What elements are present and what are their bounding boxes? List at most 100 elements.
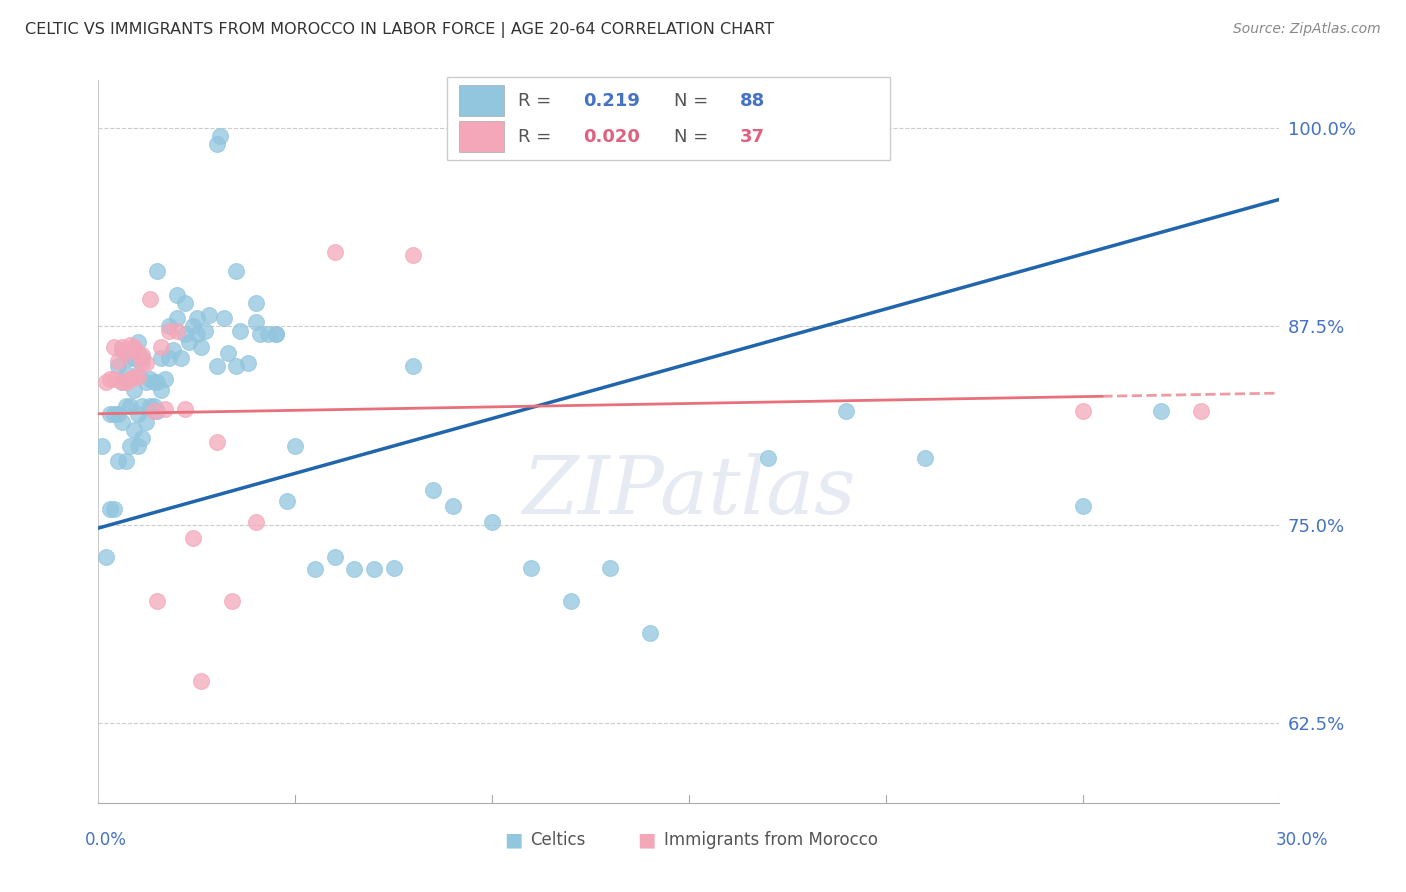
Point [111, 375, 134, 389]
Point [103, 340, 125, 354]
Point [249, 327, 271, 342]
Point [177, 335, 200, 350]
Point [323, 549, 346, 564]
Point [131, 356, 153, 370]
Point [481, 515, 503, 529]
Point [138, 372, 160, 386]
Point [138, 399, 160, 413]
Point [174, 295, 197, 310]
Point [146, 375, 169, 389]
Point [225, 264, 247, 278]
Point [111, 415, 134, 429]
Point [96, 375, 118, 389]
Point [103, 372, 125, 386]
Point [131, 399, 153, 413]
Bar [458, 121, 503, 152]
Text: 0.020: 0.020 [582, 128, 640, 145]
Point [1071, 499, 1094, 513]
Text: N =: N = [673, 128, 714, 145]
Point [343, 562, 366, 576]
Point [122, 351, 145, 366]
Point [146, 403, 169, 417]
Point [138, 293, 160, 307]
Point [835, 403, 858, 417]
Text: 0.0%: 0.0% [84, 831, 127, 849]
Point [264, 327, 287, 342]
Text: Celtics: Celtics [530, 831, 585, 849]
Point [190, 673, 212, 688]
Point [103, 502, 125, 516]
Text: N =: N = [673, 92, 714, 110]
FancyBboxPatch shape [447, 77, 890, 160]
Point [111, 343, 134, 358]
Point [127, 367, 149, 381]
Point [131, 348, 153, 362]
Text: ZIPatlas: ZIPatlas [522, 453, 856, 531]
Point [150, 383, 173, 397]
Point [217, 346, 239, 360]
Text: 0.219: 0.219 [582, 92, 640, 110]
Point [225, 359, 247, 373]
Point [96, 549, 118, 564]
Text: 30.0%: 30.0% [1275, 831, 1329, 849]
Point [115, 399, 138, 413]
Point [98, 407, 121, 421]
Point [127, 370, 149, 384]
Point [150, 351, 173, 366]
Text: Immigrants from Morocco: Immigrants from Morocco [664, 831, 877, 849]
Point [115, 346, 138, 360]
Point [205, 435, 228, 450]
Point [131, 351, 153, 366]
Point [111, 340, 134, 354]
Point [170, 351, 193, 366]
Point [127, 335, 149, 350]
Point [146, 264, 169, 278]
Text: ■: ■ [503, 830, 523, 850]
Point [98, 502, 121, 516]
Point [107, 407, 129, 421]
Point [118, 351, 141, 366]
Point [276, 494, 298, 508]
Point [190, 340, 212, 354]
Point [118, 338, 141, 352]
Point [142, 399, 165, 413]
Point [205, 359, 228, 373]
Point [194, 324, 217, 338]
Point [127, 438, 149, 452]
Text: ■: ■ [637, 830, 657, 850]
Text: R =: R = [517, 92, 557, 110]
Point [304, 562, 326, 576]
Point [205, 136, 228, 151]
Point [157, 324, 180, 338]
Point [214, 311, 236, 326]
Point [150, 340, 173, 354]
Point [135, 375, 157, 389]
Point [181, 319, 204, 334]
Point [157, 351, 180, 366]
Point [166, 324, 188, 338]
Point [142, 375, 165, 389]
Point [107, 454, 129, 468]
Point [245, 515, 267, 529]
Bar [458, 86, 503, 116]
Point [98, 372, 121, 386]
Point [264, 327, 287, 342]
Point [209, 128, 232, 143]
Text: 88: 88 [740, 92, 765, 110]
Point [115, 454, 138, 468]
Point [1071, 403, 1094, 417]
Point [520, 561, 543, 575]
Text: R =: R = [517, 128, 557, 145]
Text: Source: ZipAtlas.com: Source: ZipAtlas.com [1233, 22, 1381, 37]
Point [127, 407, 149, 421]
Text: CELTIC VS IMMIGRANTS FROM MOROCCO IN LABOR FORCE | AGE 20-64 CORRELATION CHART: CELTIC VS IMMIGRANTS FROM MOROCCO IN LAB… [25, 22, 775, 38]
Point [323, 244, 346, 259]
Point [115, 375, 138, 389]
Point [245, 295, 267, 310]
Point [186, 327, 208, 342]
Point [599, 561, 621, 575]
Point [174, 327, 197, 342]
Point [402, 248, 425, 262]
Point [382, 561, 405, 575]
Point [229, 324, 252, 338]
